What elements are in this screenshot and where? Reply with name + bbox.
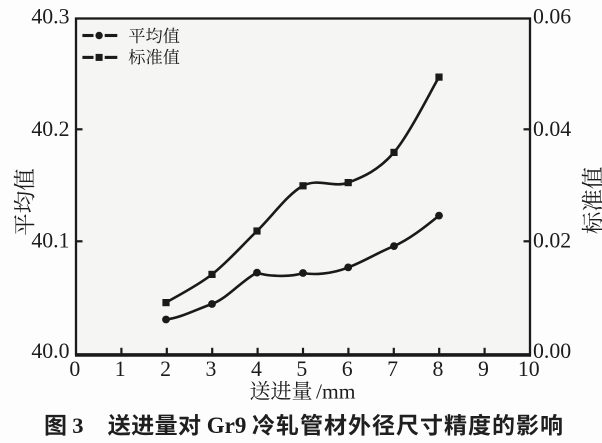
svg-text:9: 9 <box>478 357 489 381</box>
svg-text:7: 7 <box>387 357 398 381</box>
svg-text:1: 1 <box>115 357 126 381</box>
svg-text:6: 6 <box>342 357 353 381</box>
svg-text:0.02: 0.02 <box>533 229 571 253</box>
svg-text:0.06: 0.06 <box>533 5 571 29</box>
svg-text:/mm: /mm <box>316 380 356 404</box>
svg-text:0.00: 0.00 <box>533 339 571 363</box>
svg-text:5: 5 <box>296 357 307 381</box>
svg-text:0: 0 <box>69 357 80 381</box>
svg-text:2: 2 <box>160 357 171 381</box>
svg-text:3: 3 <box>206 357 217 381</box>
svg-text:0.04: 0.04 <box>533 117 571 141</box>
svg-text:40.2: 40.2 <box>31 117 69 141</box>
svg-text:10: 10 <box>518 357 540 381</box>
svg-text:3: 3 <box>72 413 83 438</box>
svg-text:4: 4 <box>251 357 262 381</box>
svg-text:8: 8 <box>433 357 444 381</box>
svg-text:40.0: 40.0 <box>31 339 69 363</box>
svg-text:40.1: 40.1 <box>31 229 69 253</box>
svg-text:Gr9: Gr9 <box>207 413 247 438</box>
svg-text:40.3: 40.3 <box>31 5 69 29</box>
